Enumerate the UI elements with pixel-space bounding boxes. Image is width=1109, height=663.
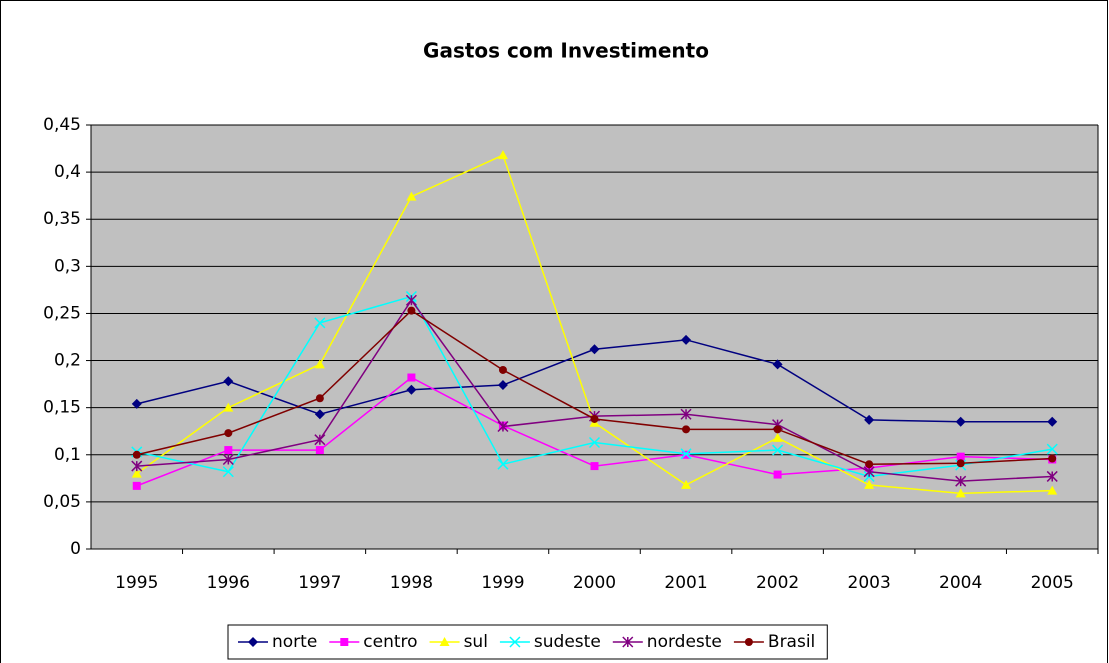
marker — [439, 637, 450, 646]
marker — [680, 448, 692, 460]
marker — [863, 466, 875, 478]
y-tick-label: 0,25 — [43, 303, 81, 323]
legend-label: sul — [464, 632, 488, 652]
marker — [405, 294, 417, 306]
marker — [590, 414, 599, 423]
y-tick-label: 0,3 — [54, 256, 81, 276]
marker — [772, 359, 783, 370]
y-tick-label: 0,1 — [54, 445, 81, 465]
marker — [955, 416, 966, 427]
marker — [498, 365, 507, 374]
marker — [681, 479, 692, 489]
legend-label: Brasil — [768, 632, 815, 652]
marker — [497, 150, 508, 160]
marker — [340, 638, 349, 646]
y-tick-label: 0,45 — [43, 115, 81, 135]
marker — [315, 446, 324, 455]
y-tick-label: 0,2 — [54, 351, 81, 371]
marker — [497, 380, 508, 391]
marker — [224, 429, 233, 438]
marker — [772, 444, 784, 456]
y-tick-label: 0 — [70, 539, 81, 559]
marker — [223, 402, 234, 412]
marker — [681, 334, 692, 345]
x-tick-label: 2004 — [939, 573, 982, 593]
marker — [955, 488, 966, 498]
x-tick-label: 2002 — [756, 573, 799, 593]
marker — [315, 394, 324, 403]
marker — [864, 479, 875, 489]
marker — [406, 384, 417, 395]
marker — [131, 398, 142, 409]
marker — [132, 450, 141, 459]
marker — [509, 636, 521, 648]
y-tick-label: 0,4 — [54, 162, 81, 182]
marker — [622, 636, 634, 648]
marker — [222, 466, 234, 478]
marker — [682, 425, 691, 434]
y-tick-label: 0,35 — [43, 209, 81, 229]
marker — [590, 462, 599, 471]
marker — [1046, 470, 1058, 482]
marker — [589, 344, 600, 355]
legend: norte centro sul sudeste nordeste Brasil — [227, 624, 828, 660]
x-tick-label: 2000 — [573, 573, 616, 593]
marker — [314, 359, 325, 369]
marker — [744, 638, 753, 646]
chart-title: Gastos com Investimento — [423, 39, 709, 63]
marker — [955, 475, 967, 487]
x-tick-label: 2003 — [848, 573, 891, 593]
marker — [248, 637, 258, 647]
marker — [407, 373, 416, 382]
marker — [956, 452, 965, 461]
y-tick-label: 0,05 — [43, 492, 81, 512]
marker — [131, 460, 143, 472]
x-tick-label: 2001 — [664, 573, 707, 593]
marker — [131, 468, 142, 478]
marker — [314, 317, 326, 329]
legend-label: nordeste — [647, 632, 722, 652]
plot-area — [91, 125, 1098, 549]
marker — [497, 420, 509, 433]
marker — [865, 460, 874, 469]
marker — [314, 409, 325, 420]
legend-label: sudeste — [534, 632, 601, 652]
marker — [773, 470, 782, 479]
marker — [406, 191, 417, 201]
legend-label: centro — [363, 632, 417, 652]
x-tick-label: 2005 — [1031, 573, 1074, 593]
marker — [864, 414, 875, 425]
marker — [680, 408, 692, 420]
marker — [956, 459, 965, 468]
marker — [407, 306, 416, 315]
y-tick-label: 0,15 — [43, 398, 81, 418]
marker — [1047, 416, 1058, 427]
x-tick-label: 1996 — [207, 573, 250, 593]
legend-label: norte — [272, 632, 317, 652]
x-tick-label: 1998 — [390, 573, 433, 593]
marker — [1047, 485, 1058, 495]
marker — [132, 481, 141, 490]
x-tick-label: 1995 — [115, 573, 158, 593]
marker — [773, 425, 782, 434]
marker — [223, 376, 234, 387]
x-tick-label: 1999 — [481, 573, 524, 593]
marker — [772, 432, 783, 442]
marker — [1046, 443, 1058, 455]
marker — [224, 446, 233, 455]
marker — [588, 436, 601, 449]
marker — [1048, 454, 1057, 463]
x-tick-label: 1997 — [298, 573, 341, 593]
marker — [497, 458, 509, 470]
marker — [222, 453, 234, 466]
marker — [314, 434, 326, 446]
